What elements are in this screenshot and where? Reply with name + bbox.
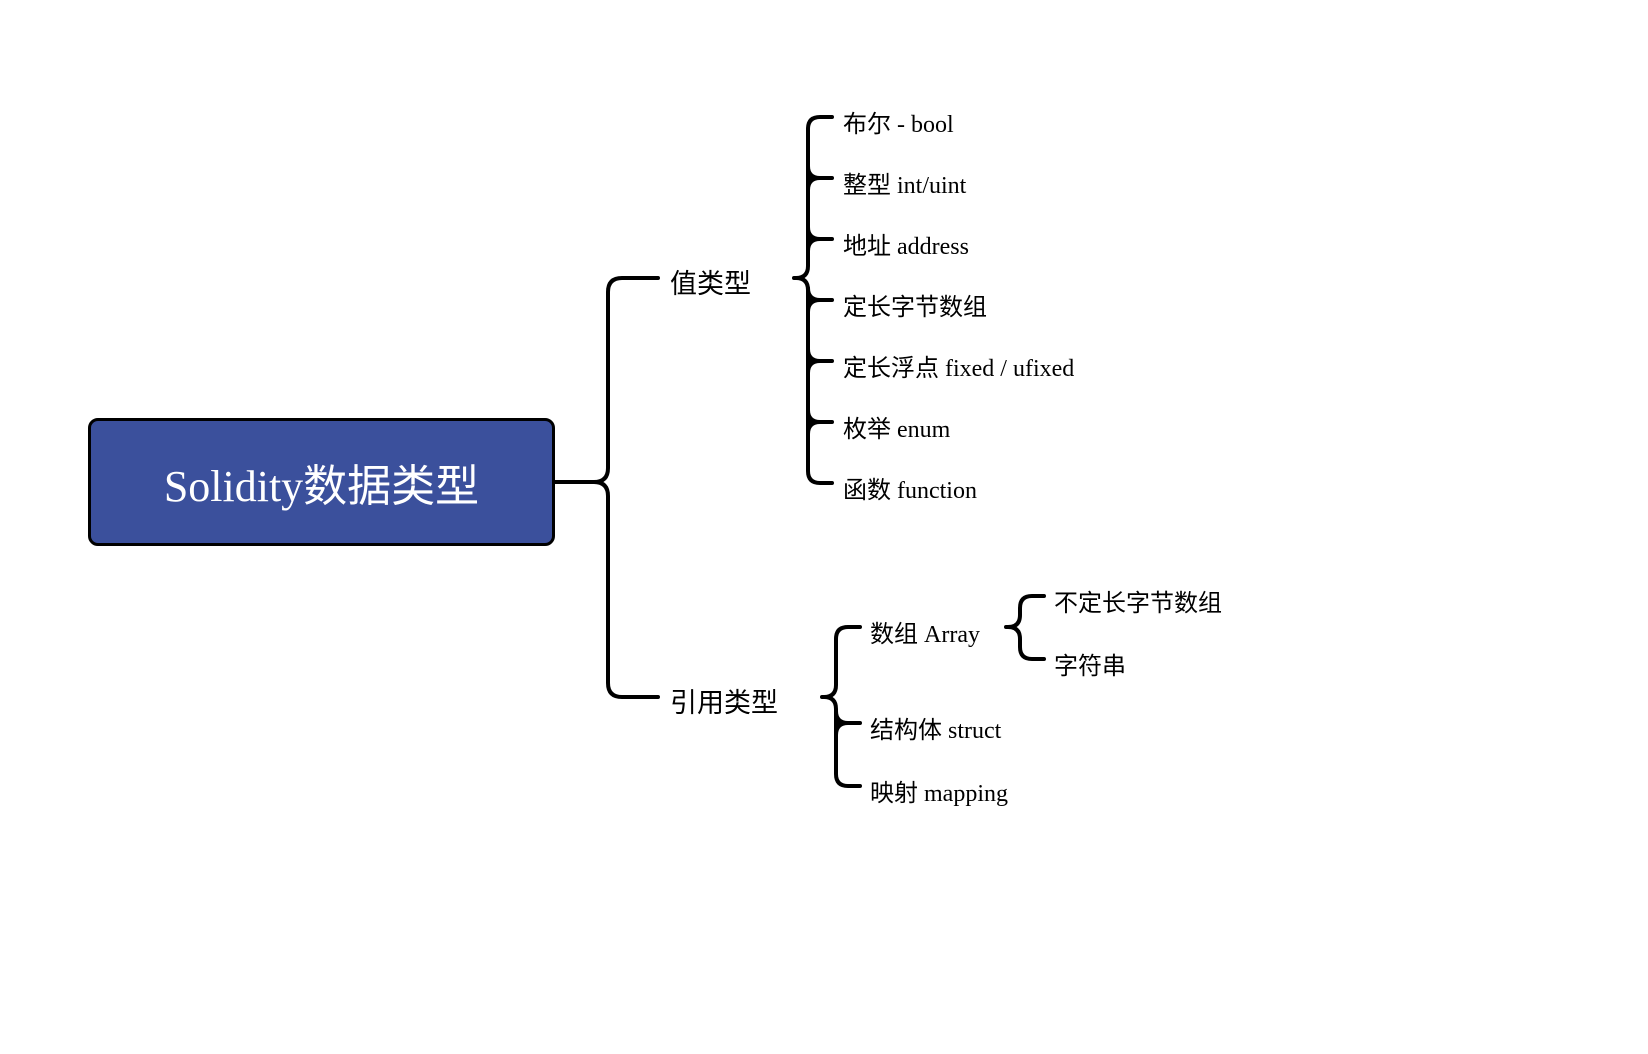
leaf-bytes-dynamic: 不定长字节数组 [1054,583,1222,618]
leaf-address: 地址 address [843,226,969,261]
leaf-enum: 枚举 enum [843,409,950,444]
leaf-bool: 布尔 - bool [843,104,954,139]
leaf-mapping: 映射 mapping [870,773,1008,808]
leaf-struct: 结构体 struct [870,710,1001,745]
root-node: Solidity数据类型 [88,418,555,546]
leaf-bytes-fixed: 定长字节数组 [843,287,987,322]
leaf-array: 数组 Array [870,614,980,649]
branch-value-types: 值类型 [670,262,751,301]
leaf-int: 整型 int/uint [843,165,966,200]
root-label: Solidity数据类型 [164,450,479,514]
branch-reference-types: 引用类型 [670,681,778,720]
leaf-function: 函数 function [843,470,977,505]
leaf-fixed: 定长浮点 fixed / ufixed [843,348,1074,383]
leaf-string: 字符串 [1054,646,1126,681]
